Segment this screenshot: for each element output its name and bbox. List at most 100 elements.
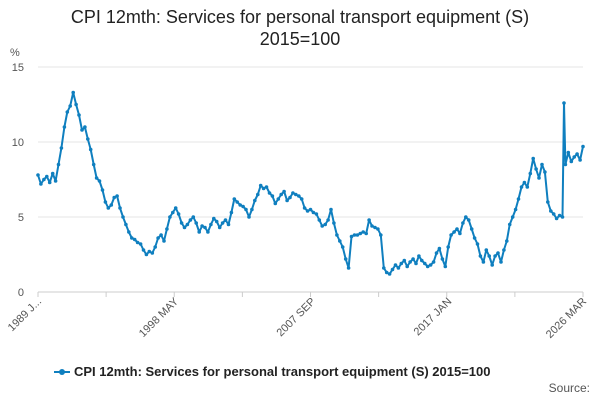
data-point[interactable] bbox=[562, 101, 566, 105]
data-point[interactable] bbox=[130, 236, 134, 240]
data-point[interactable] bbox=[549, 209, 553, 213]
data-point[interactable] bbox=[575, 152, 579, 156]
data-point[interactable] bbox=[285, 198, 289, 203]
data-point[interactable] bbox=[288, 195, 292, 200]
data-point[interactable] bbox=[428, 263, 433, 267]
data-point[interactable] bbox=[469, 227, 474, 231]
data-point[interactable] bbox=[326, 218, 330, 222]
data-point[interactable] bbox=[74, 102, 78, 107]
data-point[interactable] bbox=[487, 254, 492, 258]
data-point[interactable] bbox=[103, 200, 108, 204]
data-point[interactable] bbox=[209, 222, 213, 227]
data-point[interactable] bbox=[62, 125, 67, 129]
data-point[interactable] bbox=[522, 180, 527, 185]
data-point[interactable] bbox=[255, 192, 260, 197]
data-point[interactable] bbox=[176, 212, 181, 216]
data-point[interactable] bbox=[276, 197, 281, 201]
data-point[interactable] bbox=[182, 225, 187, 230]
data-point[interactable] bbox=[493, 254, 497, 258]
data-point[interactable] bbox=[358, 231, 363, 236]
data-point[interactable] bbox=[481, 260, 486, 264]
data-point[interactable] bbox=[97, 179, 102, 183]
data-point[interactable] bbox=[437, 246, 442, 251]
data-point[interactable] bbox=[206, 230, 210, 234]
data-point[interactable] bbox=[452, 230, 456, 234]
data-point[interactable] bbox=[335, 233, 339, 237]
data-point[interactable] bbox=[191, 215, 196, 219]
data-point[interactable] bbox=[411, 257, 415, 261]
data-point[interactable] bbox=[466, 218, 471, 222]
data-point[interactable] bbox=[185, 222, 190, 227]
data-point[interactable] bbox=[197, 230, 201, 234]
data-point[interactable] bbox=[563, 162, 568, 167]
data-point[interactable] bbox=[355, 233, 360, 237]
data-point[interactable] bbox=[59, 146, 64, 150]
data-point[interactable] bbox=[525, 185, 530, 189]
data-point[interactable] bbox=[232, 197, 237, 201]
data-point[interactable] bbox=[39, 182, 43, 186]
data-point[interactable] bbox=[352, 233, 357, 237]
data-point[interactable] bbox=[384, 270, 389, 275]
data-point[interactable] bbox=[314, 212, 319, 216]
data-point[interactable] bbox=[490, 263, 495, 267]
data-point[interactable] bbox=[440, 257, 445, 261]
data-point[interactable] bbox=[338, 239, 342, 243]
data-point[interactable] bbox=[168, 215, 172, 219]
data-point[interactable] bbox=[537, 176, 541, 180]
data-point[interactable] bbox=[557, 213, 562, 218]
data-point[interactable] bbox=[578, 158, 582, 162]
data-point[interactable] bbox=[346, 266, 351, 270]
data-point[interactable] bbox=[396, 266, 401, 270]
data-point[interactable] bbox=[513, 207, 518, 212]
data-point[interactable] bbox=[165, 227, 169, 231]
data-point[interactable] bbox=[370, 224, 374, 228]
data-point[interactable] bbox=[188, 218, 193, 222]
data-point[interactable] bbox=[109, 203, 114, 207]
data-point[interactable] bbox=[393, 263, 398, 267]
data-point[interactable] bbox=[408, 260, 412, 264]
data-point[interactable] bbox=[499, 260, 503, 264]
data-point[interactable] bbox=[127, 230, 131, 234]
data-point[interactable] bbox=[443, 264, 448, 269]
data-point[interactable] bbox=[484, 248, 489, 252]
data-point[interactable] bbox=[382, 266, 386, 270]
data-point[interactable] bbox=[88, 147, 93, 152]
data-point[interactable] bbox=[449, 233, 453, 237]
data-point[interactable] bbox=[279, 192, 284, 197]
data-point[interactable] bbox=[364, 231, 369, 236]
data-point[interactable] bbox=[112, 195, 116, 200]
data-point[interactable] bbox=[115, 194, 119, 198]
data-point[interactable] bbox=[420, 258, 424, 263]
data-point[interactable] bbox=[282, 189, 286, 194]
data-point[interactable] bbox=[302, 206, 307, 210]
data-point[interactable] bbox=[461, 221, 465, 225]
data-point[interactable] bbox=[68, 104, 72, 108]
data-point[interactable] bbox=[464, 215, 468, 219]
data-point[interactable] bbox=[144, 252, 149, 257]
data-point[interactable] bbox=[299, 197, 304, 201]
data-point[interactable] bbox=[572, 155, 576, 159]
data-point[interactable] bbox=[80, 128, 84, 132]
data-point[interactable] bbox=[50, 171, 55, 176]
data-point[interactable] bbox=[502, 248, 506, 252]
data-point[interactable] bbox=[121, 215, 125, 219]
data-point[interactable] bbox=[414, 261, 418, 266]
data-point[interactable] bbox=[150, 251, 155, 255]
data-point[interactable] bbox=[458, 231, 462, 236]
data-point[interactable] bbox=[229, 210, 234, 215]
data-point[interactable] bbox=[546, 200, 550, 204]
data-point[interactable] bbox=[147, 249, 152, 254]
data-point[interactable] bbox=[258, 183, 263, 188]
data-point[interactable] bbox=[235, 200, 239, 204]
data-point[interactable] bbox=[250, 207, 254, 212]
data-point[interactable] bbox=[56, 162, 61, 167]
data-point[interactable] bbox=[212, 216, 216, 221]
data-point[interactable] bbox=[455, 227, 459, 231]
data-point[interactable] bbox=[71, 90, 75, 95]
data-point[interactable] bbox=[270, 194, 275, 198]
data-point[interactable] bbox=[531, 156, 535, 161]
data-point[interactable] bbox=[153, 245, 157, 249]
data-point[interactable] bbox=[244, 207, 248, 212]
data-point[interactable] bbox=[253, 198, 257, 203]
data-point[interactable] bbox=[343, 257, 348, 261]
